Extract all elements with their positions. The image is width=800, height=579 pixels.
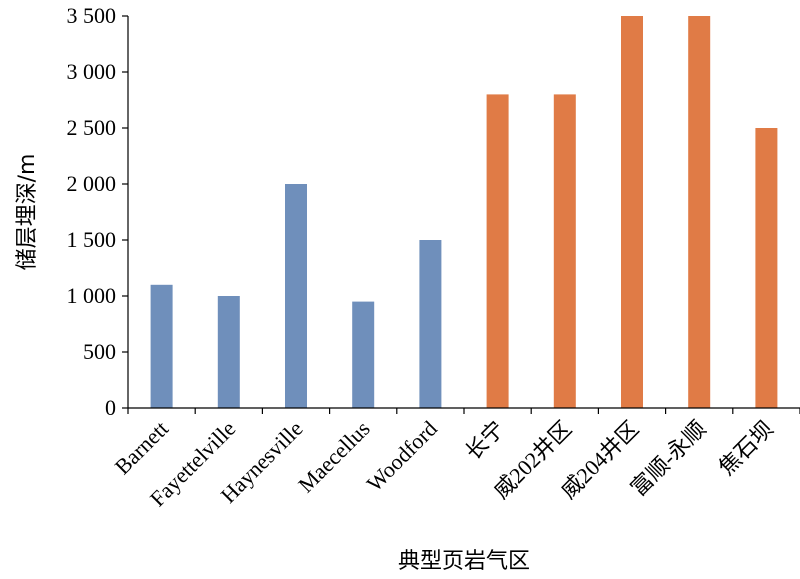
y-tick-label: 1 000	[67, 283, 117, 308]
y-tick-label: 2 000	[67, 171, 117, 196]
bar	[419, 240, 442, 408]
bar	[621, 16, 643, 408]
x-axis: BarnettFayettelvilleHaynesvilleMaecellus…	[110, 407, 800, 511]
x-tick-label: 焦石坝	[714, 416, 778, 480]
y-tick-label: 1 500	[67, 227, 117, 252]
x-tick-label: Barnett	[110, 416, 173, 479]
y-tick-label: 3 500	[67, 3, 117, 28]
y-tick-label: 2 500	[67, 115, 117, 140]
bar	[553, 94, 576, 409]
bar	[150, 284, 173, 408]
bar	[285, 184, 307, 408]
x-tick-label: Maecellus	[293, 416, 375, 498]
y-axis-title: 储层埋深/m	[15, 154, 40, 271]
y-tick-label: 500	[83, 339, 116, 364]
bar	[688, 16, 711, 408]
bar	[352, 301, 375, 408]
bar	[217, 296, 240, 408]
bars-group	[150, 16, 778, 409]
x-tick-label: Woodford	[362, 416, 442, 496]
x-axis-title: 典型页岩气区	[398, 549, 530, 574]
y-axis: 0 500 1 000 1 500 2 000 2 500 3 000 3 500	[67, 3, 129, 420]
y-tick-label: 0	[105, 395, 116, 420]
bar	[755, 128, 778, 408]
y-tick-label: 3 000	[67, 59, 117, 84]
bar	[486, 94, 509, 409]
x-tick-label: 长宁	[460, 416, 509, 465]
